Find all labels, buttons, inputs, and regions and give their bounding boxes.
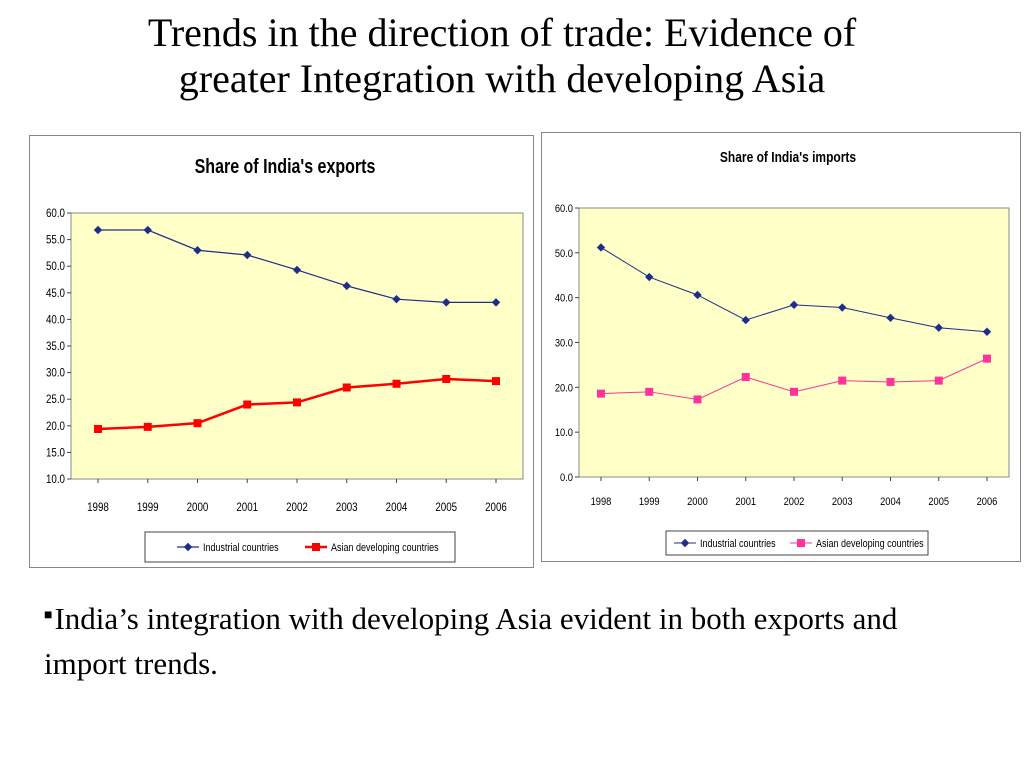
bullet-marker: ■	[44, 607, 53, 623]
undefined-legend-marker	[183, 542, 193, 552]
undefined-series-industrial	[596, 243, 992, 336]
undefined-data-point	[442, 374, 451, 383]
exports-chart-svg: Share of India's exports 10.0 15.0 20.0 25.0…	[46, 155, 524, 563]
undefined-x-tick-label: 2006	[977, 496, 998, 508]
bullet-text: India’s integration with developing Asia…	[44, 601, 898, 681]
undefined-data-point	[243, 250, 252, 260]
undefined-y-tick-label: 30.0	[46, 367, 65, 380]
bullet-point: ■India’s integration with developing Asi…	[44, 598, 984, 685]
undefined-data-point	[789, 300, 799, 310]
undefined-y-tick-label: 0.0	[560, 472, 573, 484]
undefined-data-point	[94, 424, 102, 433]
undefined-y-tick-label: 60.0	[555, 203, 573, 215]
undefined-data-point	[193, 246, 202, 255]
undefined-data-point	[790, 387, 798, 396]
undefined-data-point	[596, 243, 606, 252]
undefined-data-point	[243, 400, 252, 409]
undefined-y-tick-label: 60.0	[46, 207, 65, 220]
undefined-data-point	[645, 272, 654, 282]
undefined-x-tick-label: 2005	[928, 496, 949, 508]
undefined-x-tick-label: 2004	[880, 496, 901, 508]
undefined-y-tick-label: 25.0	[46, 394, 65, 407]
undefined-x-tick-label: 1999	[137, 501, 159, 514]
undefined-data-point	[293, 398, 301, 407]
slide-title: Trends in the direction of trade: Eviden…	[40, 10, 964, 102]
undefined-data-point	[741, 373, 750, 382]
undefined-data-point	[342, 281, 351, 291]
undefined-series-asian	[94, 374, 500, 433]
undefined-data-point	[645, 387, 654, 396]
undefined-data-point	[342, 383, 351, 392]
undefined-legend-marker	[680, 538, 690, 548]
undefined-data-point	[392, 379, 401, 388]
undefined-y-tick-label: 55.0	[46, 234, 65, 247]
undefined-data-point	[693, 290, 702, 300]
undefined-y-tick-label: 45.0	[46, 287, 65, 300]
undefined-data-point	[143, 422, 152, 431]
undefined-data-point	[693, 395, 702, 404]
undefined-y-tick-label: 40.0	[555, 293, 573, 305]
undefined-y-tick-label: 20.0	[555, 383, 573, 395]
undefined-x-tick-label: 2001	[236, 501, 258, 514]
undefined-y-tick-label: 50.0	[555, 248, 573, 260]
undefined-data-point	[886, 377, 895, 386]
undefined-data-point	[392, 294, 401, 304]
undefined-data-point	[741, 315, 750, 325]
undefined-data-point	[442, 298, 451, 307]
undefined-y-tick-label: 15.0	[46, 447, 65, 460]
undefined-plot-area	[578, 207, 1010, 478]
undefined-x-tick-label: 2000	[687, 496, 708, 508]
imports-chart-svg: Share of India's imports 0.0 10.0 20.0 30.0 4…	[555, 149, 1010, 556]
exports-chart: Share of India's exports 10.0 15.0 20.0 25.0…	[29, 135, 534, 568]
undefined-data-point	[193, 419, 202, 428]
undefined-x-tick-label: 2002	[784, 496, 805, 508]
undefined-y-tick-label: 40.0	[46, 314, 65, 327]
undefined-data-point	[93, 225, 103, 235]
undefined-data-point	[292, 265, 302, 275]
undefined-data-point	[143, 225, 152, 235]
undefined-data-point	[838, 303, 847, 312]
undefined-x-tick-label: 2006	[485, 501, 507, 514]
undefined-y-tick-label: 30.0	[555, 338, 573, 350]
undefined-y-tick-label: 10.0	[46, 473, 65, 486]
undefined-x-tick-label: 1999	[639, 496, 660, 508]
undefined-x-tick-label: 2004	[386, 501, 408, 514]
undefined-data-point	[982, 327, 992, 336]
undefined-data-point	[491, 298, 501, 307]
undefined-x-tick-label: 1998	[87, 501, 109, 514]
undefined-data-point	[983, 354, 991, 363]
undefined-legend-label: Industrial countries	[700, 538, 776, 550]
undefined-x-tick-label: 1998	[591, 496, 612, 508]
undefined-legend-marker	[797, 539, 805, 547]
undefined-x-tick-label: 2003	[336, 501, 358, 514]
undefined-x-tick-label: 2001	[735, 496, 756, 508]
undefined-chart-title: Share of India's exports	[195, 155, 376, 177]
undefined-legend-label: Asian developing countries	[331, 542, 439, 554]
undefined-data-point	[934, 376, 943, 385]
undefined-y-tick-label: 35.0	[46, 340, 65, 353]
undefined-data-point	[886, 313, 895, 323]
undefined-chart-title: Share of India's imports	[720, 149, 856, 166]
imports-chart: Share of India's imports 0.0 10.0 20.0 30.0 4…	[541, 132, 1021, 562]
undefined-y-tick-label: 10.0	[555, 428, 573, 440]
undefined-series-asian	[597, 354, 991, 404]
undefined-y-tick-label: 20.0	[46, 420, 65, 433]
title-line-1: Trends in the direction of trade: Eviden…	[147, 10, 857, 55]
undefined-x-tick-label: 2003	[832, 496, 853, 508]
undefined-x-tick-label: 2000	[187, 501, 209, 514]
undefined-plot-area	[70, 212, 524, 480]
undefined-data-point	[934, 323, 943, 332]
undefined-data-point	[838, 376, 847, 385]
undefined-series-industrial	[93, 225, 501, 307]
undefined-x-tick-label: 2002	[286, 501, 308, 514]
undefined-data-point	[597, 389, 605, 398]
undefined-data-point	[492, 377, 500, 386]
undefined-legend-label: Asian developing countries	[816, 538, 924, 550]
undefined-legend-marker	[312, 543, 320, 551]
title-line-2: greater Integration with developing Asia	[178, 56, 826, 101]
undefined-legend-label: Industrial countries	[203, 542, 279, 554]
undefined-x-tick-label: 2005	[435, 501, 457, 514]
undefined-y-tick-label: 50.0	[46, 261, 65, 274]
